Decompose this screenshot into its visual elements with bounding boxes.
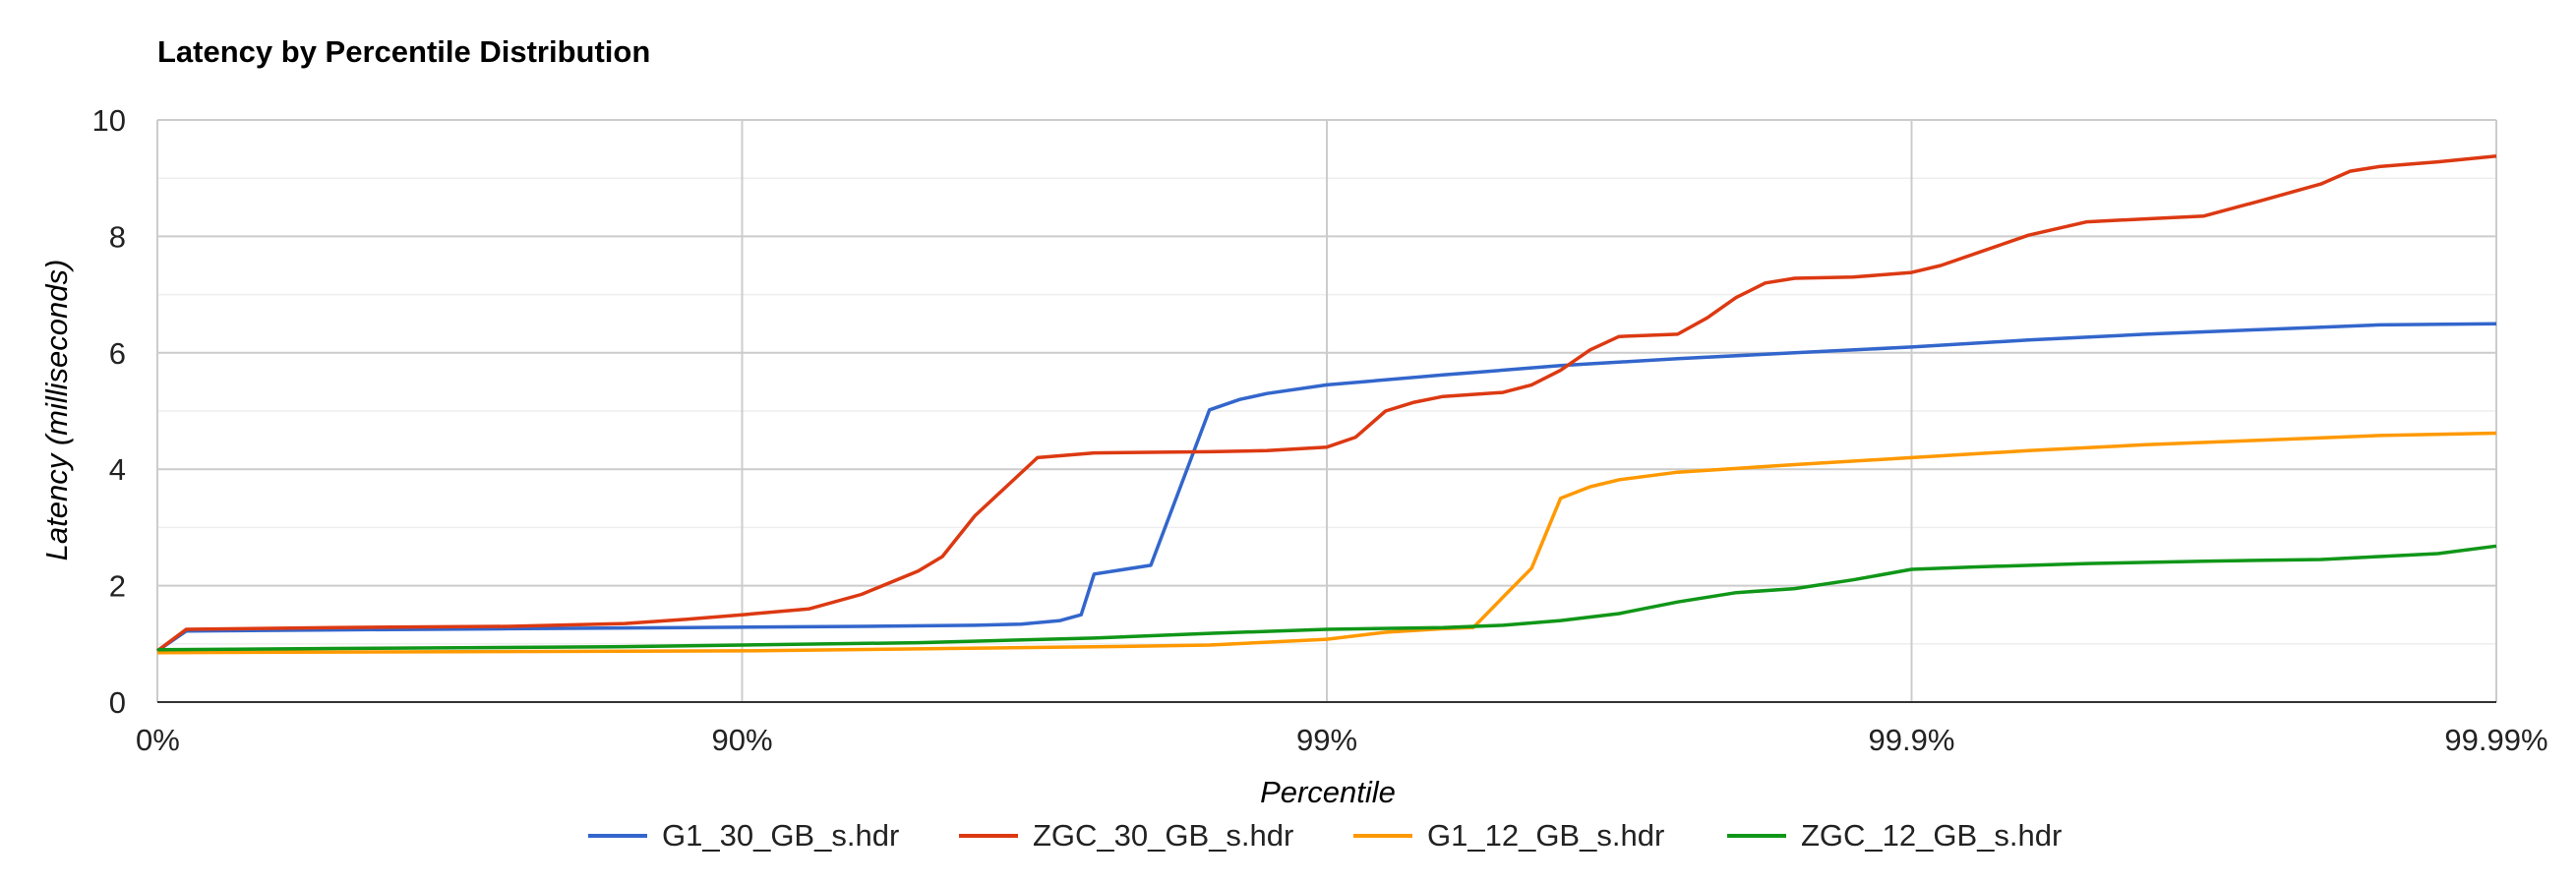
legend-label: G1_30_GB_s.hdr xyxy=(662,818,899,853)
y-axis-ticks: 0 2 4 6 8 10 xyxy=(92,103,126,720)
y-tick-label: 4 xyxy=(109,452,126,487)
series-lines xyxy=(155,153,2497,655)
y-tick-label: 8 xyxy=(109,219,126,254)
x-tick-label: 99% xyxy=(1296,723,1357,757)
legend-label: ZGC_12_GB_s.hdr xyxy=(1801,818,2062,853)
y-tick-label: 10 xyxy=(92,103,126,138)
x-axis-title: Percentile xyxy=(1260,775,1396,809)
legend-label: G1_12_GB_s.hdr xyxy=(1427,818,1664,853)
x-tick-label: 99.99% xyxy=(2444,723,2547,757)
y-tick-label: 2 xyxy=(109,569,126,604)
gridlines xyxy=(156,119,2497,703)
y-tick-label: 0 xyxy=(109,685,126,720)
x-axis-ticks: 0% 90% 99% 99.9% 99.99% xyxy=(136,723,2548,757)
x-tick-label: 99.9% xyxy=(1869,723,1955,757)
y-axis-title: Latency (milliseconds) xyxy=(39,260,74,561)
chart-title: Latency by Percentile Distribution xyxy=(157,34,650,69)
series-line xyxy=(156,544,2497,652)
series-line xyxy=(156,431,2497,655)
x-tick-label: 0% xyxy=(136,723,180,757)
series-line xyxy=(156,322,2497,653)
x-tick-label: 90% xyxy=(711,723,772,757)
y-tick-label: 6 xyxy=(109,336,126,371)
legend-label: ZGC_30_GB_s.hdr xyxy=(1033,818,1293,853)
series-line xyxy=(155,153,2497,653)
legend: G1_30_GB_s.hdr ZGC_30_GB_s.hdr G1_12_GB_s.… xyxy=(588,818,2062,853)
